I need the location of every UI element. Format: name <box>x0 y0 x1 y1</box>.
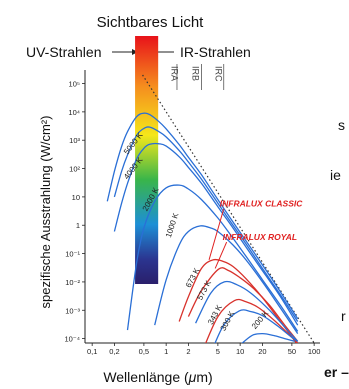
x-tick-label: 100 <box>308 347 321 356</box>
series-label: 673 K <box>184 266 202 289</box>
y-tick-label: 10⁻³ <box>65 306 80 315</box>
body-text-fragment-2: ie <box>330 167 341 183</box>
chart-title: Sichtbares Licht <box>97 14 205 31</box>
ir-label: IR-Strahlen <box>180 44 251 60</box>
y-axis-label: spezifische Ausstrahlung (W/cm²) <box>38 116 53 309</box>
series-line-6000k <box>106 112 299 320</box>
annotation-leader <box>208 208 225 261</box>
ir-band-label-irb: IRB <box>190 66 200 81</box>
y-tick-label: 10³ <box>69 136 80 145</box>
x-axis-label-unit-tail: m) <box>196 369 212 385</box>
series-line-473k <box>195 280 299 342</box>
x-axis-label: Wellenlänge (μm) <box>103 369 212 385</box>
series-line-4000k <box>113 142 299 326</box>
x-tick-label: 0,1 <box>87 347 97 356</box>
series-line-5000k <box>113 126 299 322</box>
x-tick-label: 10 <box>236 347 244 356</box>
series-line-300k <box>214 309 299 343</box>
body-text-fragment-3: r <box>341 308 346 324</box>
ir-band-label-ira: IRA <box>170 66 180 81</box>
x-axis-label-text: Wellenlänge ( <box>103 369 189 385</box>
series-label: 1000 K <box>164 211 181 239</box>
visible-spectrum-band <box>135 36 159 284</box>
y-tick-label: 10⁻⁴ <box>64 335 80 344</box>
series-line-200k <box>241 332 296 343</box>
wien-displacement-line <box>142 74 315 344</box>
x-tick-label: 50 <box>288 347 296 356</box>
annotation-label: INFRALUX CLASSIC <box>220 199 304 209</box>
annotation-leader <box>214 241 228 269</box>
uv-arrowhead <box>132 49 138 55</box>
series-line-1000k <box>154 225 299 334</box>
x-tick-label: 2 <box>186 347 190 356</box>
y-tick-label: 10⁵ <box>69 80 80 89</box>
ir-band-label-irc: IRC <box>214 66 224 82</box>
annotation-label: INFRALUX ROYAL <box>223 232 297 242</box>
y-tick-label: 10 <box>72 193 80 202</box>
x-tick-label: 0,2 <box>109 347 119 356</box>
series-line-573k <box>187 267 299 342</box>
y-tick-label: 1 <box>76 221 80 230</box>
x-axis-label-unit: μ <box>188 369 197 385</box>
x-tick-label: 5 <box>216 347 220 356</box>
y-tick-label: 10⁻² <box>65 278 80 287</box>
body-text-fragment-1: s <box>338 117 345 133</box>
y-tick-label: 10⁴ <box>68 108 80 117</box>
body-text-fragment-4: er – <box>324 364 349 380</box>
uv-label: UV-Strahlen <box>26 44 101 60</box>
y-tick-label: 10⁻¹ <box>65 250 80 259</box>
series-line-2000k <box>126 184 299 332</box>
x-tick-label: 1 <box>164 347 168 356</box>
x-tick-label: 0,5 <box>139 347 149 356</box>
series-label: 573 K <box>195 278 213 301</box>
series-line-673k <box>178 258 298 343</box>
x-tick-label: 20 <box>258 347 266 356</box>
y-tick-label: 10² <box>69 165 80 174</box>
